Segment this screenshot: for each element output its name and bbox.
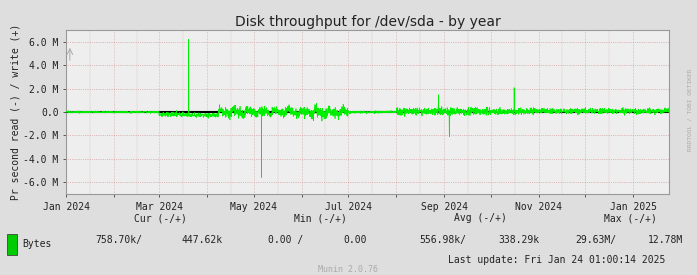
Text: Cur (-/+): Cur (-/+): [134, 213, 187, 223]
Text: 338.29k: 338.29k: [498, 235, 540, 245]
Text: Bytes: Bytes: [22, 240, 52, 249]
Text: Last update: Fri Jan 24 01:00:14 2025: Last update: Fri Jan 24 01:00:14 2025: [448, 255, 666, 265]
Text: 556.98k/: 556.98k/: [419, 235, 466, 245]
Y-axis label: Pr second read (-) / write (+): Pr second read (-) / write (+): [10, 24, 20, 200]
Text: RRDTOOL / TOBI OETIKER: RRDTOOL / TOBI OETIKER: [687, 69, 692, 151]
Text: Avg (-/+): Avg (-/+): [454, 213, 507, 223]
Text: 12.78M: 12.78M: [648, 235, 683, 245]
Text: Max (-/+): Max (-/+): [604, 213, 657, 223]
Title: Disk throughput for /dev/sda - by year: Disk throughput for /dev/sda - by year: [235, 15, 500, 29]
Text: Min (-/+): Min (-/+): [294, 213, 347, 223]
Text: 0.00: 0.00: [344, 235, 367, 245]
Text: 0.00 /: 0.00 /: [268, 235, 303, 245]
Text: 29.63M/: 29.63M/: [575, 235, 617, 245]
Text: 758.70k/: 758.70k/: [95, 235, 142, 245]
Bar: [7, 234, 17, 255]
Text: Munin 2.0.76: Munin 2.0.76: [319, 265, 378, 274]
Text: 447.62k: 447.62k: [181, 235, 223, 245]
